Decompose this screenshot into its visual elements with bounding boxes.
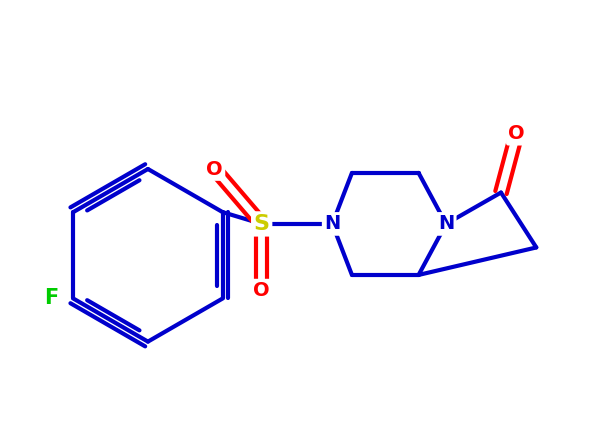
- Text: S: S: [254, 214, 270, 234]
- Text: O: O: [508, 124, 525, 143]
- Text: N: N: [324, 214, 340, 234]
- Text: F: F: [44, 289, 58, 308]
- Text: O: O: [206, 160, 223, 179]
- Text: N: N: [438, 214, 454, 234]
- Text: O: O: [254, 281, 270, 300]
